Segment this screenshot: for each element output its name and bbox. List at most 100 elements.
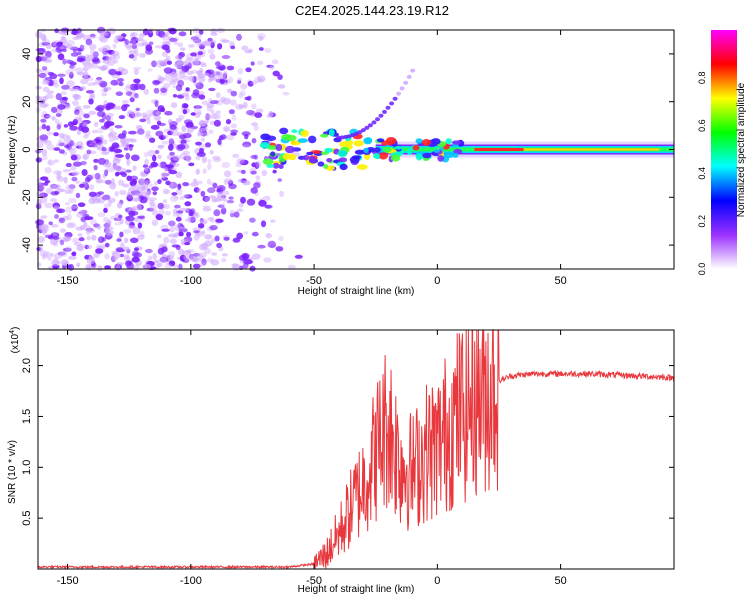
spectrogram-noise-blob <box>177 59 184 64</box>
y-tick-label: -40 <box>21 237 33 253</box>
spectrogram-noise-blob <box>224 178 233 183</box>
snr-y-axis-label: SNR (10 * v/v) <box>7 440 18 504</box>
spectrogram-noise-blob <box>67 255 77 260</box>
spectrogram-noise-blob <box>144 158 149 166</box>
spectrogram-noise-blob <box>63 176 68 184</box>
spectrogram-noise-blob <box>221 161 231 169</box>
spectrogram-noise-blob <box>230 90 238 97</box>
spectrogram-noise-blob <box>152 253 157 260</box>
spectrogram-noise-blob <box>139 53 147 58</box>
spectrogram-signal-blob <box>306 151 314 156</box>
spectrogram-noise-blob <box>170 71 179 78</box>
y-tick-label: 1.0 <box>21 460 33 475</box>
spectrogram-noise-blob <box>125 84 132 89</box>
spectrogram-noise-blob <box>190 37 199 42</box>
spectrogram-noise-blob <box>143 190 150 195</box>
spectrogram-noise-blob <box>85 228 91 236</box>
spectrogram-noise-blob <box>60 29 68 36</box>
spectrogram-noise-blob <box>201 258 207 266</box>
spectrogram-noise-blob <box>76 129 81 136</box>
spectrogram-noise-blob <box>47 256 52 261</box>
spectrogram-noise-blob <box>68 184 76 190</box>
x-tick-label: -100 <box>180 275 202 287</box>
spectrogram-noise-blob <box>175 244 181 251</box>
spectrogram-noise-blob <box>128 39 137 45</box>
spectrogram-noise-blob <box>266 114 272 118</box>
spectrogram-noise-blob <box>211 238 216 243</box>
spectrogram-noise-blob <box>145 130 151 137</box>
spectrogram-noise-blob <box>199 147 204 154</box>
spectrogram-noise-blob <box>51 232 60 236</box>
spectrogram-noise-blob <box>174 40 178 46</box>
spectrogram-noise-blob <box>127 187 133 193</box>
spectrogram-noise-blob <box>182 109 188 115</box>
spectrogram-noise-blob <box>167 130 174 136</box>
spectrogram-noise-blob <box>168 138 175 146</box>
spectrogram-noise-blob <box>186 57 194 61</box>
spectrogram-noise-blob <box>155 213 164 221</box>
drift-branch-blob <box>410 68 416 73</box>
spectrogram-noise-blob <box>86 140 94 144</box>
spectrogram-noise-blob <box>83 113 90 119</box>
spectrogram-noise-blob <box>196 151 206 157</box>
spectrogram-noise-blob <box>81 59 91 67</box>
spectrogram-noise-blob <box>77 47 84 52</box>
spectrogram-noise-blob <box>114 222 122 226</box>
spectrogram-noise-blob <box>184 64 189 71</box>
snr-x-ticks: -150 -100 -50 0 50 <box>57 330 567 587</box>
spectrogram-noise-blob <box>127 130 137 135</box>
spectrogram-noise-blob <box>144 178 151 185</box>
spectrogram-noise-blob <box>155 130 164 137</box>
spectrogram-noise-blob <box>199 262 207 267</box>
spectrogram-noise-blob <box>71 237 79 244</box>
spectrogram-noise-blob <box>194 58 200 65</box>
spectrogram-noise-blob <box>183 119 193 125</box>
spectrogram-noise-blob <box>217 204 225 208</box>
spectrogram-noise-blob <box>199 243 207 251</box>
spectrogram-noise-blob <box>221 195 227 199</box>
spectrogram-noise-blob <box>66 213 72 221</box>
spectrogram-noise-blob <box>209 225 218 231</box>
spectrogram-noise-blob <box>124 237 129 244</box>
drift-branch-blob <box>403 80 409 85</box>
spectrogram-signal-blob <box>320 133 329 138</box>
spectrogram-noise-blob <box>165 180 171 186</box>
spectrogram-signal-blob <box>325 165 335 171</box>
spectrogram-noise-blob <box>249 217 256 223</box>
spectrogram-noise-blob <box>214 235 220 242</box>
spectrogram-noise-blob <box>168 181 178 189</box>
spectrogram-noise-blob <box>68 184 76 192</box>
spectrogram-signal-blob <box>374 147 381 153</box>
spectrogram-noise-blob <box>42 95 48 102</box>
spectrogram-noise-blob <box>182 75 190 81</box>
spectrogram-noise-blob <box>135 112 142 117</box>
spectrogram-signal-blob <box>363 137 373 145</box>
spectrogram-noise-blob <box>269 65 275 70</box>
spectrogram-noise-blob <box>279 190 284 197</box>
spectrogram-noise-blob <box>61 84 70 90</box>
spectrogram-noise-blob <box>188 44 195 48</box>
spectrogram-noise-blob <box>65 206 73 214</box>
spectrogram-noise-blob <box>76 105 82 111</box>
spectrogram-noise-blob <box>221 253 228 257</box>
spectrogram-noise-blob <box>182 150 191 156</box>
spectrogram-noise-blob <box>70 205 78 209</box>
spectrogram-noise-blob <box>119 171 127 175</box>
spectrogram-noise-blob <box>200 137 205 142</box>
spectrogram-noise-blob <box>209 217 215 224</box>
spectrogram-noise-blob <box>192 27 201 34</box>
spectrogram-noise-blob <box>113 165 122 171</box>
spectrogram-noise-blob <box>180 47 186 51</box>
spectrogram-noise-blob <box>282 91 290 96</box>
spectrogram-noise-blob <box>35 30 43 39</box>
spectrogram-noise-blob <box>103 203 112 208</box>
spectrogram-noise-blob <box>108 138 114 143</box>
spectrogram-noise-blob <box>192 58 200 66</box>
figure-title: C2E4.2025.144.23.19.R12 <box>295 3 449 18</box>
spectrogram-noise-blob <box>137 215 145 219</box>
spectrogram-noise-blob <box>122 246 130 251</box>
spectrogram-noise-blob <box>99 31 107 37</box>
spectrogram-noise-blob <box>257 60 264 65</box>
spectrogram-noise-blob <box>90 48 95 56</box>
spectrogram-noise-blob <box>182 182 189 187</box>
